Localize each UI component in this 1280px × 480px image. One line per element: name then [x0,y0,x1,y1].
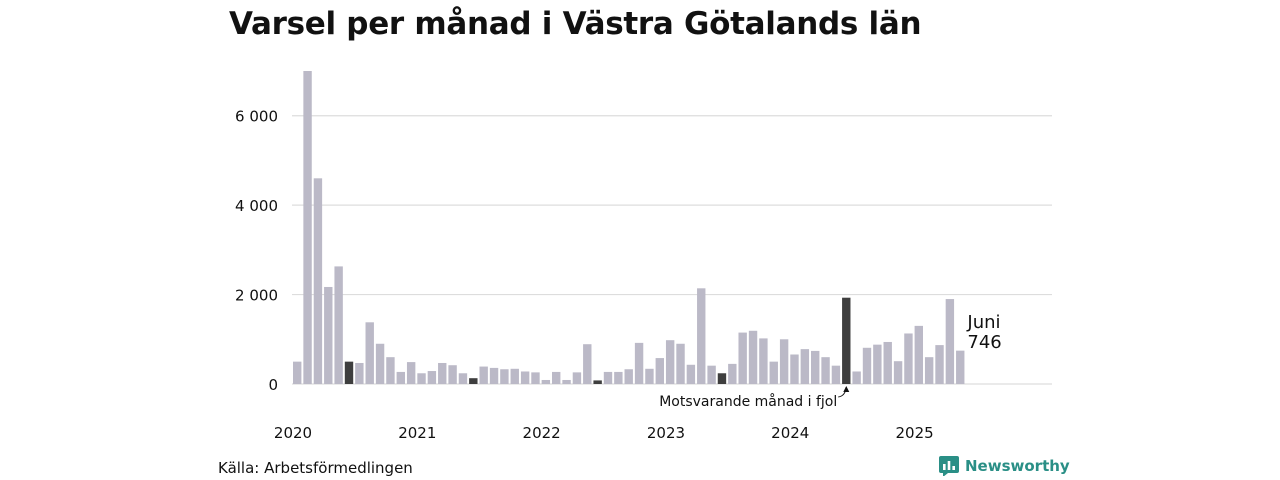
bar [293,361,302,384]
bar [945,299,955,384]
bar [717,373,727,384]
chart-title: Varsel per månad i Västra Götalands län [229,6,922,42]
bar [344,361,354,384]
bar [852,371,861,384]
bar [355,362,364,384]
bar [842,297,851,384]
y-axis-ticks: 0 2 000 4 000 6 000 [235,108,278,394]
x-tick-label: 2023 [647,424,685,442]
bar [924,357,934,384]
annotation-label: Motsvarande månad i fjol [659,393,837,410]
bar [665,340,675,384]
y-tick-label: 4 000 [235,197,278,215]
bar [624,369,633,384]
source-note: Källa: Arbetsförmedlingen [218,459,413,477]
bar [427,371,437,384]
bar [406,362,416,384]
bar [396,371,405,384]
bar [510,368,519,384]
bar [707,365,716,384]
bar [458,373,468,384]
bar [417,373,426,384]
bar [873,344,882,384]
bar [759,338,768,384]
bar [448,365,457,384]
bar [386,357,395,384]
y-tick-label: 0 [268,376,278,394]
bar [914,325,923,384]
bar [697,288,706,384]
x-tick-label: 2021 [398,424,436,442]
bar [438,362,447,384]
bar [303,71,312,384]
bar [324,286,333,384]
bar [821,357,830,384]
bar [676,343,685,384]
bar [541,379,551,384]
bar [790,354,799,384]
bar [956,350,965,384]
bar [313,178,323,384]
bar [748,330,758,384]
bar [769,361,778,384]
y-tick-label: 6 000 [235,108,278,126]
x-tick-label: 2020 [274,424,312,442]
bar [614,371,623,384]
x-tick-label: 2024 [771,424,809,442]
bar [655,358,664,384]
bar [645,368,654,384]
bar [375,343,385,384]
brand-logo: Newsworthy [939,456,1070,476]
newsworthy-logo-icon [939,456,959,476]
bar [552,371,561,384]
bar [520,371,530,384]
x-tick-label: 2025 [896,424,934,442]
bar [572,372,582,384]
x-tick-label: 2022 [523,424,561,442]
bar [883,341,892,384]
current-value-label: 746 [967,332,1001,353]
annotation-arrowhead [843,386,850,392]
bar [800,349,810,384]
bar [904,333,913,384]
bar [500,369,509,384]
bar [831,365,841,384]
bar [583,344,592,384]
x-axis-ticks: 2020 2021 2022 2023 2024 2025 [274,424,934,442]
bar [489,367,499,384]
bar [593,380,602,384]
brand-name: Newsworthy [965,457,1070,475]
bar [469,378,478,384]
bar [738,332,747,384]
bar [862,347,872,384]
bar [634,342,644,384]
bar [935,345,944,384]
bars [293,71,965,384]
y-tick-label: 2 000 [235,287,278,305]
bar [479,366,488,384]
bar [562,379,571,384]
bar [365,322,374,384]
bar [811,350,820,384]
bar [893,361,903,384]
current-month-label: Juni [966,312,1000,333]
bar [603,371,613,384]
bar [728,363,737,384]
bar [686,364,696,384]
bar [531,372,540,384]
bar [334,266,343,384]
bar [779,339,789,384]
